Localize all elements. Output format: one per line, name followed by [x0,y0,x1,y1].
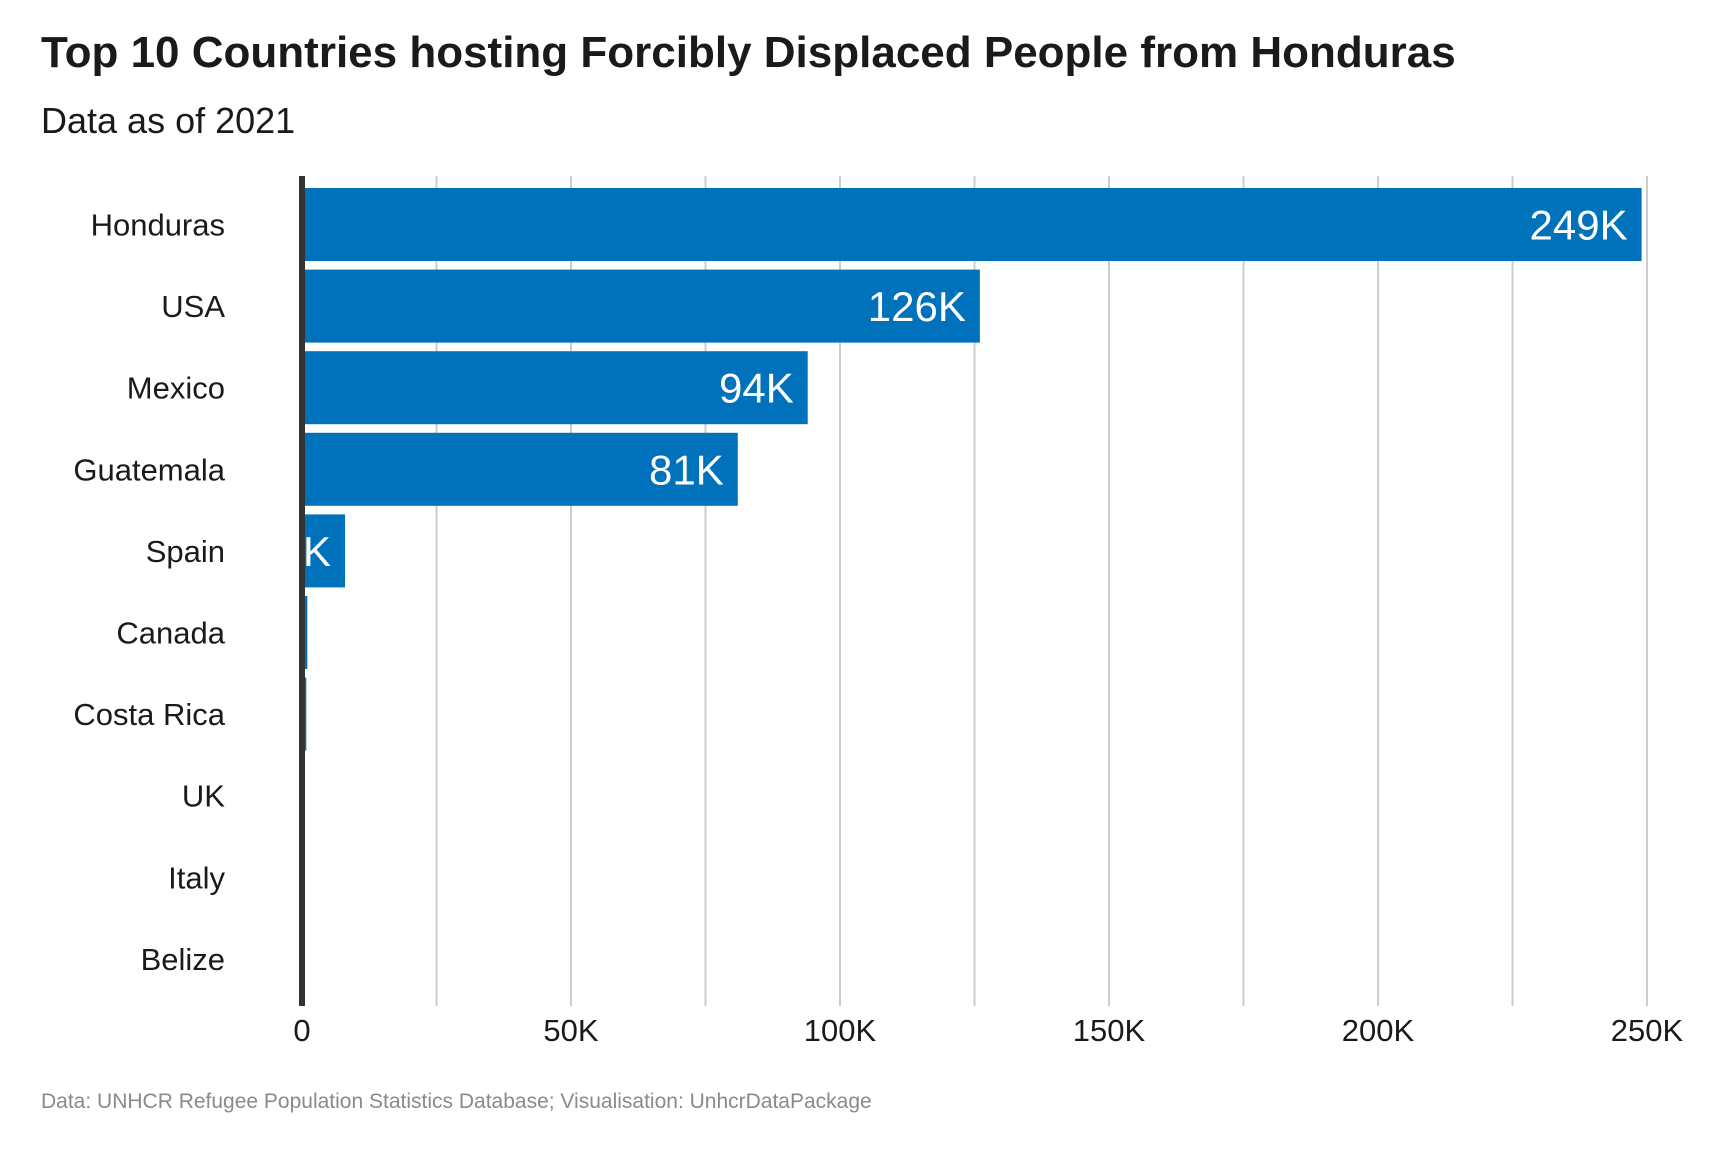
category-label-uk: UK [182,779,225,814]
data-label-guatemala: 81K [649,446,724,493]
bar-usa [302,269,980,343]
label-layer: Honduras 249K USA 126K Mexico 94K Guatemala 81K… [73,202,1627,977]
x-tick-label: 200K [1342,1013,1415,1048]
x-tick-label: 100K [804,1013,877,1048]
bar-guatemala [302,432,738,506]
category-label-italy: Italy [168,860,225,895]
category-label-canada: Canada [116,616,225,651]
category-label-guatemala: Guatemala [73,452,225,487]
data-label-honduras: 249K [1530,202,1628,249]
chart-title: Top 10 Countries hosting Forcibly Displa… [41,28,1456,77]
bar-spain [302,514,346,588]
x-tick-label: 0 [293,1013,310,1048]
chart-subtitle: Data as of 2021 [41,100,296,141]
data-label-spain: K [303,528,331,575]
data-label-mexico: 94K [719,365,794,412]
bar-honduras [302,188,1642,261]
x-tick-label: 150K [1073,1013,1146,1048]
x-tick-label: 250K [1611,1013,1684,1048]
category-label-belize: Belize [141,942,225,977]
bar-mexico [302,351,808,425]
category-label-costa-rica: Costa Rica [73,697,225,732]
category-label-usa: USA [161,289,225,324]
chart-caption: Data: UNHCR Refugee Population Statistic… [41,1090,872,1113]
axis-layer: 0 50K 100K 150K 200K 250K [293,176,1684,1048]
category-label-mexico: Mexico [127,371,225,406]
bar-layer [302,188,1642,996]
x-tick-label: 50K [543,1013,598,1048]
category-label-honduras: Honduras [91,208,225,243]
data-label-usa: 126K [868,283,966,330]
category-label-spain: Spain [146,534,225,569]
